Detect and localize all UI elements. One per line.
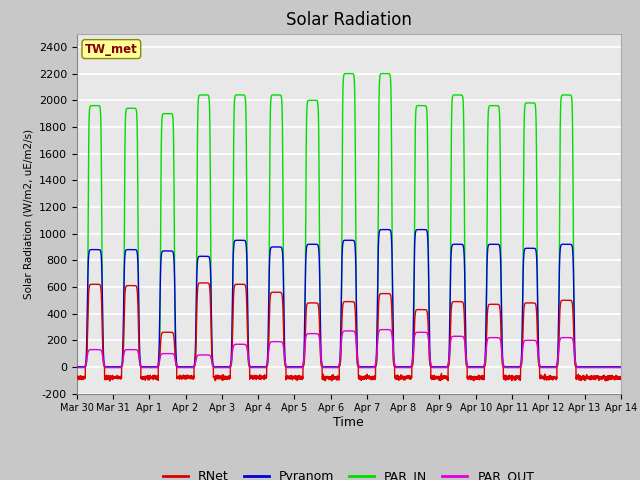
Legend: RNet, Pyranom, PAR_IN, PAR_OUT: RNet, Pyranom, PAR_IN, PAR_OUT [158,465,540,480]
Text: TW_met: TW_met [85,43,138,56]
X-axis label: Time: Time [333,416,364,429]
Title: Solar Radiation: Solar Radiation [286,11,412,29]
Y-axis label: Solar Radiation (W/m2, uE/m2/s): Solar Radiation (W/m2, uE/m2/s) [23,129,33,299]
